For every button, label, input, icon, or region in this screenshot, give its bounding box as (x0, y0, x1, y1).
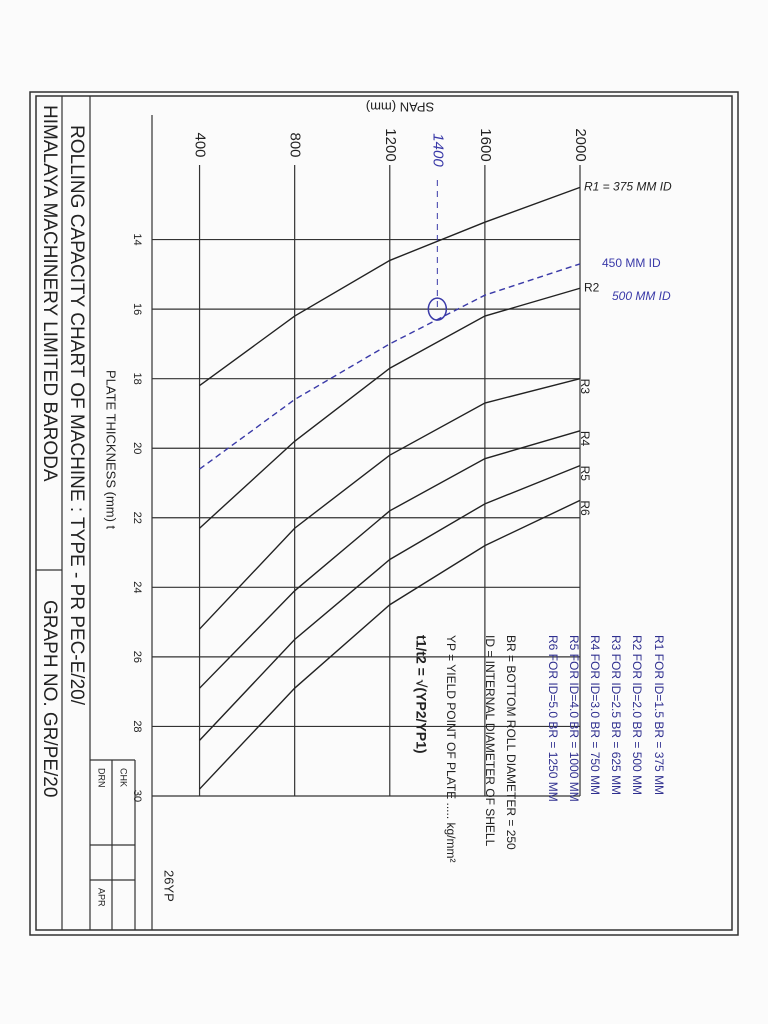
curve (199, 377, 581, 630)
note: BR = BOTTOM ROLL DIAMETER = 250 (504, 635, 518, 850)
annotation: 26YP (162, 870, 177, 902)
legend-label: R3 (578, 379, 592, 395)
y-tick-label: 22 (131, 512, 143, 524)
legend-label: R5 (578, 466, 592, 482)
inner-frame (35, 95, 733, 931)
note: ID = INTERNAL DIAMETER OF SHELL (483, 635, 497, 847)
note: R5 FOR ID=4.0 BR = 1000 MM (567, 635, 581, 802)
legend-label: R6 (578, 500, 592, 516)
x-tick-label: 1600 (477, 128, 494, 161)
note: R3 FOR ID=2.5 BR = 625 MM (609, 635, 623, 795)
curve (199, 287, 581, 529)
graph-number: GRAPH NO. GR/PE/20 (39, 600, 60, 797)
x-axis-label: SPAN (mm) (366, 100, 434, 115)
marker-label: 1400 (429, 133, 446, 167)
y-tick-label: 24 (131, 581, 143, 593)
curve (199, 499, 581, 790)
curve (199, 464, 581, 741)
note: R4 FOR ID=3.0 BR = 750 MM (588, 635, 602, 795)
note: YP = YIELD POINT OF PLATE ..... kg/mm² (444, 635, 458, 863)
legend-label: R1 = 375 MM ID (584, 180, 672, 194)
table-cell: CHK (119, 768, 129, 787)
y-axis-label: PLATE THICKNESS (mm) t (104, 370, 119, 530)
y-tick-label: 14 (131, 233, 143, 245)
note: R6 FOR ID=5.0 BR = 1250 MM (546, 635, 560, 802)
legend-label: R2 (584, 280, 600, 294)
y-tick-label: 20 (131, 442, 143, 454)
x-tick-label: 2000 (572, 128, 589, 161)
x-tick-label: 1200 (382, 128, 399, 161)
y-tick-label: 18 (131, 373, 143, 385)
subtitle: HIMALAYA MACHINERY LIMITED BARODA (39, 105, 60, 482)
y-tick-label: 28 (131, 720, 143, 732)
curve (199, 430, 581, 689)
y-tick-label: 26 (131, 651, 143, 663)
marker (427, 297, 448, 321)
x-tick-label: 800 (287, 132, 304, 157)
note: R1 FOR ID=1.5 BR = 375 MM (652, 635, 666, 795)
note: R2 FOR ID=2.0 BR = 500 MM (630, 635, 644, 795)
title: ROLLING CAPACITY CHART OF MACHINE : TYPE… (66, 125, 87, 706)
x-tick-label: 400 (192, 132, 209, 157)
annotation: 500 MM ID (612, 289, 671, 303)
legend-label: 450 MM ID (602, 256, 661, 270)
y-tick-label: 30 (131, 790, 143, 802)
table-cell: APR (97, 888, 107, 907)
note: t1/t2 = √(YP2/YP1) (413, 635, 429, 754)
curve (199, 186, 581, 387)
y-tick-label: 16 (131, 303, 143, 315)
outer-frame (29, 91, 739, 936)
legend-label: R4 (578, 431, 592, 447)
table-cell: DRN (97, 768, 107, 788)
